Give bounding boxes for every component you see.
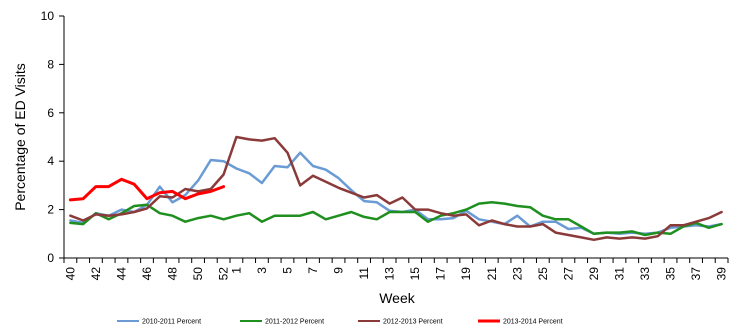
x-tick-label: 50 — [191, 267, 205, 281]
x-tick-label: 33 — [638, 267, 652, 281]
x-tick-label: 19 — [459, 267, 473, 281]
x-ticks: 40 42 44 46 48 50 521 3 5 7 9 11 13 15 17 19 21 23 25 27 29 3… — [63, 258, 729, 281]
x-tick-label: 27 — [561, 267, 575, 281]
x-tick-label: 7 — [306, 267, 320, 274]
legend-label: 2013-2014 Percent — [503, 319, 563, 326]
series-line-3 — [69, 135, 723, 242]
x-tick-label: 42 — [89, 267, 103, 281]
x-tick-label: 17 — [434, 267, 448, 281]
x-tick-label: 5 — [280, 267, 294, 274]
y-ticks: 0 2 4 6 8 10 — [41, 9, 64, 265]
y-tick-label: 6 — [47, 106, 54, 120]
x-tick-label: 11 — [357, 267, 371, 280]
x-tick-label: 23 — [510, 267, 524, 281]
y-tick-label: 0 — [47, 251, 54, 265]
legend-label: 2012-2013 Percent — [383, 319, 443, 326]
x-tick-label: 3 — [255, 267, 269, 274]
y-axis-title: Percentage of ED Visits — [12, 63, 28, 211]
x-tick-label: 29 — [587, 267, 601, 281]
series-line-4 — [68, 177, 226, 202]
legend: 2010-2011 Percent 2011-2012 Percent 2012-2… — [117, 319, 563, 326]
x-tick-label: 52 — [217, 267, 231, 281]
y-tick-label: 8 — [47, 57, 54, 71]
legend-label: 2011-2012 Percent — [265, 319, 324, 326]
x-tick-label: 37 — [689, 267, 703, 281]
x-tick-label: 48 — [166, 267, 180, 281]
x-tick-label: 13 — [383, 267, 397, 281]
x-tick-label: 1 — [229, 267, 243, 274]
x-tick-label: 44 — [114, 267, 128, 281]
x-tick-label: 40 — [63, 267, 77, 281]
x-tick-label: 25 — [536, 267, 550, 281]
plot-lines — [68, 135, 723, 242]
series-line-2 — [69, 201, 723, 237]
x-axis-title: Week — [379, 290, 416, 306]
x-tick-label: 9 — [332, 267, 346, 274]
x-tick-label: 15 — [408, 267, 422, 281]
x-tick-label: 31 — [612, 267, 626, 281]
x-tick-label: 39 — [715, 267, 729, 281]
y-tick-label: 10 — [41, 9, 55, 23]
x-tick-label: 21 — [485, 267, 499, 281]
axes — [63, 16, 728, 259]
x-tick-label: 35 — [664, 267, 678, 281]
y-tick-label: 2 — [47, 203, 54, 217]
x-tick-label: 46 — [140, 267, 154, 281]
y-tick-label: 4 — [47, 154, 54, 168]
legend-label: 2010-2011 Percent — [142, 319, 201, 326]
